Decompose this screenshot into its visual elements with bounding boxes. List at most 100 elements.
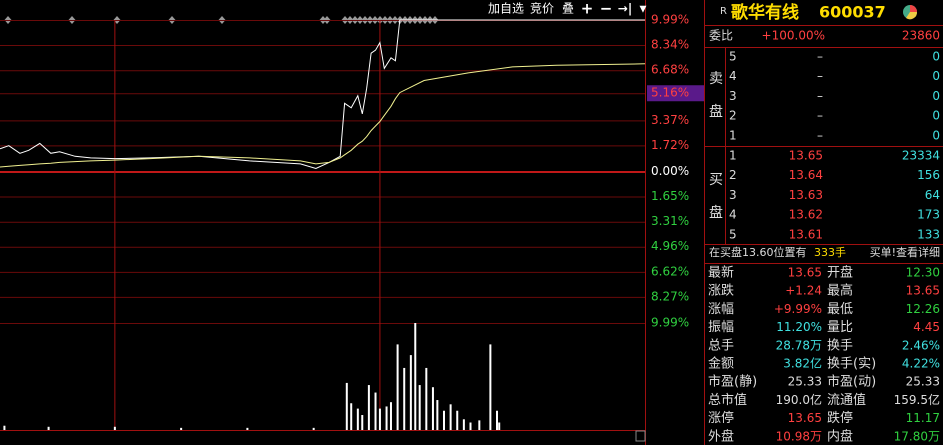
volume-bar — [462, 419, 465, 430]
volume-bar — [47, 426, 50, 430]
quote-text: 1 — [729, 128, 737, 142]
y-tick-label: 0.00% — [651, 164, 689, 178]
quote-text: 4 — [729, 208, 737, 222]
quote-text: 12.30 — [906, 266, 940, 280]
volume-bar — [113, 426, 116, 430]
volume-bar — [469, 422, 472, 430]
toolbar-button[interactable]: 竞价 — [530, 2, 554, 16]
quote-text: 10.98万 — [776, 429, 822, 443]
quote-text: +9.99% — [774, 302, 822, 316]
volume-bar — [496, 410, 499, 430]
y-tick-label: 5.16% — [651, 86, 689, 100]
volume-bar — [478, 420, 481, 430]
price-line — [0, 63, 646, 168]
quote-text: 0 — [932, 128, 940, 142]
volume-bar — [350, 403, 353, 430]
chart-icon-slice — [906, 12, 918, 20]
quote-text: 11.17 — [906, 411, 940, 425]
y-tick-label: 4.96% — [651, 239, 689, 253]
volume-bar — [403, 367, 406, 430]
volume-bar — [425, 367, 428, 430]
quote-text: 333手 — [814, 245, 846, 259]
volume-bar — [180, 427, 183, 430]
quote-text: 133 — [917, 227, 940, 241]
quote-text: 23334 — [902, 149, 940, 163]
quote-text: R — [720, 6, 727, 17]
quote-text: 156 — [917, 168, 940, 182]
volume-bar — [3, 425, 6, 430]
quote-text: 买单!查看详细 — [870, 245, 940, 259]
toolbar-icons[interactable]: + − →| ▼ — [581, 0, 647, 18]
volume-bar — [385, 406, 388, 430]
add-icon[interactable]: + — [581, 0, 594, 18]
quote-text: +100.00% — [762, 29, 825, 43]
quote-text: 13.65 — [789, 149, 823, 163]
quote-text: – — [817, 50, 823, 64]
quote-text: 市盈(静) — [708, 374, 757, 390]
quote-text: 在买盘13.60位置有 — [709, 245, 807, 259]
y-tick-label: 1.65% — [651, 189, 689, 203]
quote-text: 173 — [917, 208, 940, 222]
quote-text: 12.26 — [906, 302, 940, 316]
quote-text: 25.33 — [788, 375, 822, 389]
quote-text: 4 — [729, 69, 737, 83]
menu-icon[interactable]: ▼ — [640, 5, 647, 15]
quote-text: 1 — [729, 149, 737, 163]
quote-text: 盘 — [709, 103, 723, 120]
quote-text: 13.65 — [906, 284, 940, 298]
volume-bar — [396, 344, 399, 430]
toolbar-button[interactable]: 叠 — [562, 2, 574, 16]
volume-bar — [498, 422, 501, 430]
quote-text: 涨幅 — [708, 302, 734, 317]
quote-text: 开盘 — [827, 265, 853, 281]
end-icon[interactable]: →| — [618, 2, 632, 16]
y-tick-label: 8.27% — [651, 289, 689, 303]
quote-text: 600037 — [819, 3, 886, 22]
minus-icon[interactable]: − — [600, 0, 613, 18]
quote-text: – — [817, 109, 823, 123]
toolbar-button[interactable]: 加自选 — [488, 2, 524, 16]
quote-text: 0 — [932, 69, 940, 83]
quote-text: 13.64 — [789, 168, 823, 182]
quote-text: 最新 — [708, 265, 734, 281]
quote-text: 总市值 — [708, 392, 747, 408]
y-tick-label: 6.68% — [651, 63, 689, 77]
volume-bar — [409, 355, 412, 430]
quote-text: 换手 — [827, 338, 853, 353]
volume-bar — [367, 385, 370, 430]
quote-text: 金额 — [708, 356, 734, 372]
volume-bar — [374, 392, 377, 430]
quote-text: – — [817, 89, 823, 103]
volume-bar — [442, 410, 445, 430]
quote-text: 13.65 — [788, 266, 822, 280]
volume-bar — [361, 415, 364, 430]
y-tick-label: 9.99% — [651, 316, 689, 330]
corner-icon[interactable] — [635, 430, 646, 442]
volume-bar — [489, 344, 492, 430]
volume-bar — [414, 323, 417, 430]
quote-text: 2.46% — [902, 338, 940, 352]
quote-text: 5 — [729, 227, 737, 241]
quote-text: – — [817, 128, 823, 142]
quote-text: 歌华有线 — [731, 2, 799, 23]
volume-bar — [312, 427, 315, 430]
quote-text: 0 — [932, 50, 940, 64]
quote-text: 内盘 — [827, 428, 853, 444]
quote-text: 0 — [932, 89, 940, 103]
volume-bar — [345, 382, 348, 430]
quote-text: – — [817, 69, 823, 83]
quote-text: 买 — [709, 172, 723, 188]
price-line — [0, 19, 645, 170]
quote-text: 3.82亿 — [783, 356, 822, 371]
volume-bar — [418, 385, 421, 430]
quote-text: 2 — [729, 168, 737, 182]
quote-text: 5 — [729, 50, 737, 64]
quote-text: 28.78万 — [776, 338, 822, 352]
quote-text: 23860 — [902, 29, 940, 43]
quote-text: 换手(实) — [827, 357, 876, 372]
quote-text: 25.33 — [906, 375, 940, 389]
quote-text: 17.80万 — [894, 429, 940, 443]
quote-text: 64 — [925, 188, 940, 202]
volume-bar — [356, 408, 359, 430]
quote-text: 13.65 — [788, 411, 822, 425]
